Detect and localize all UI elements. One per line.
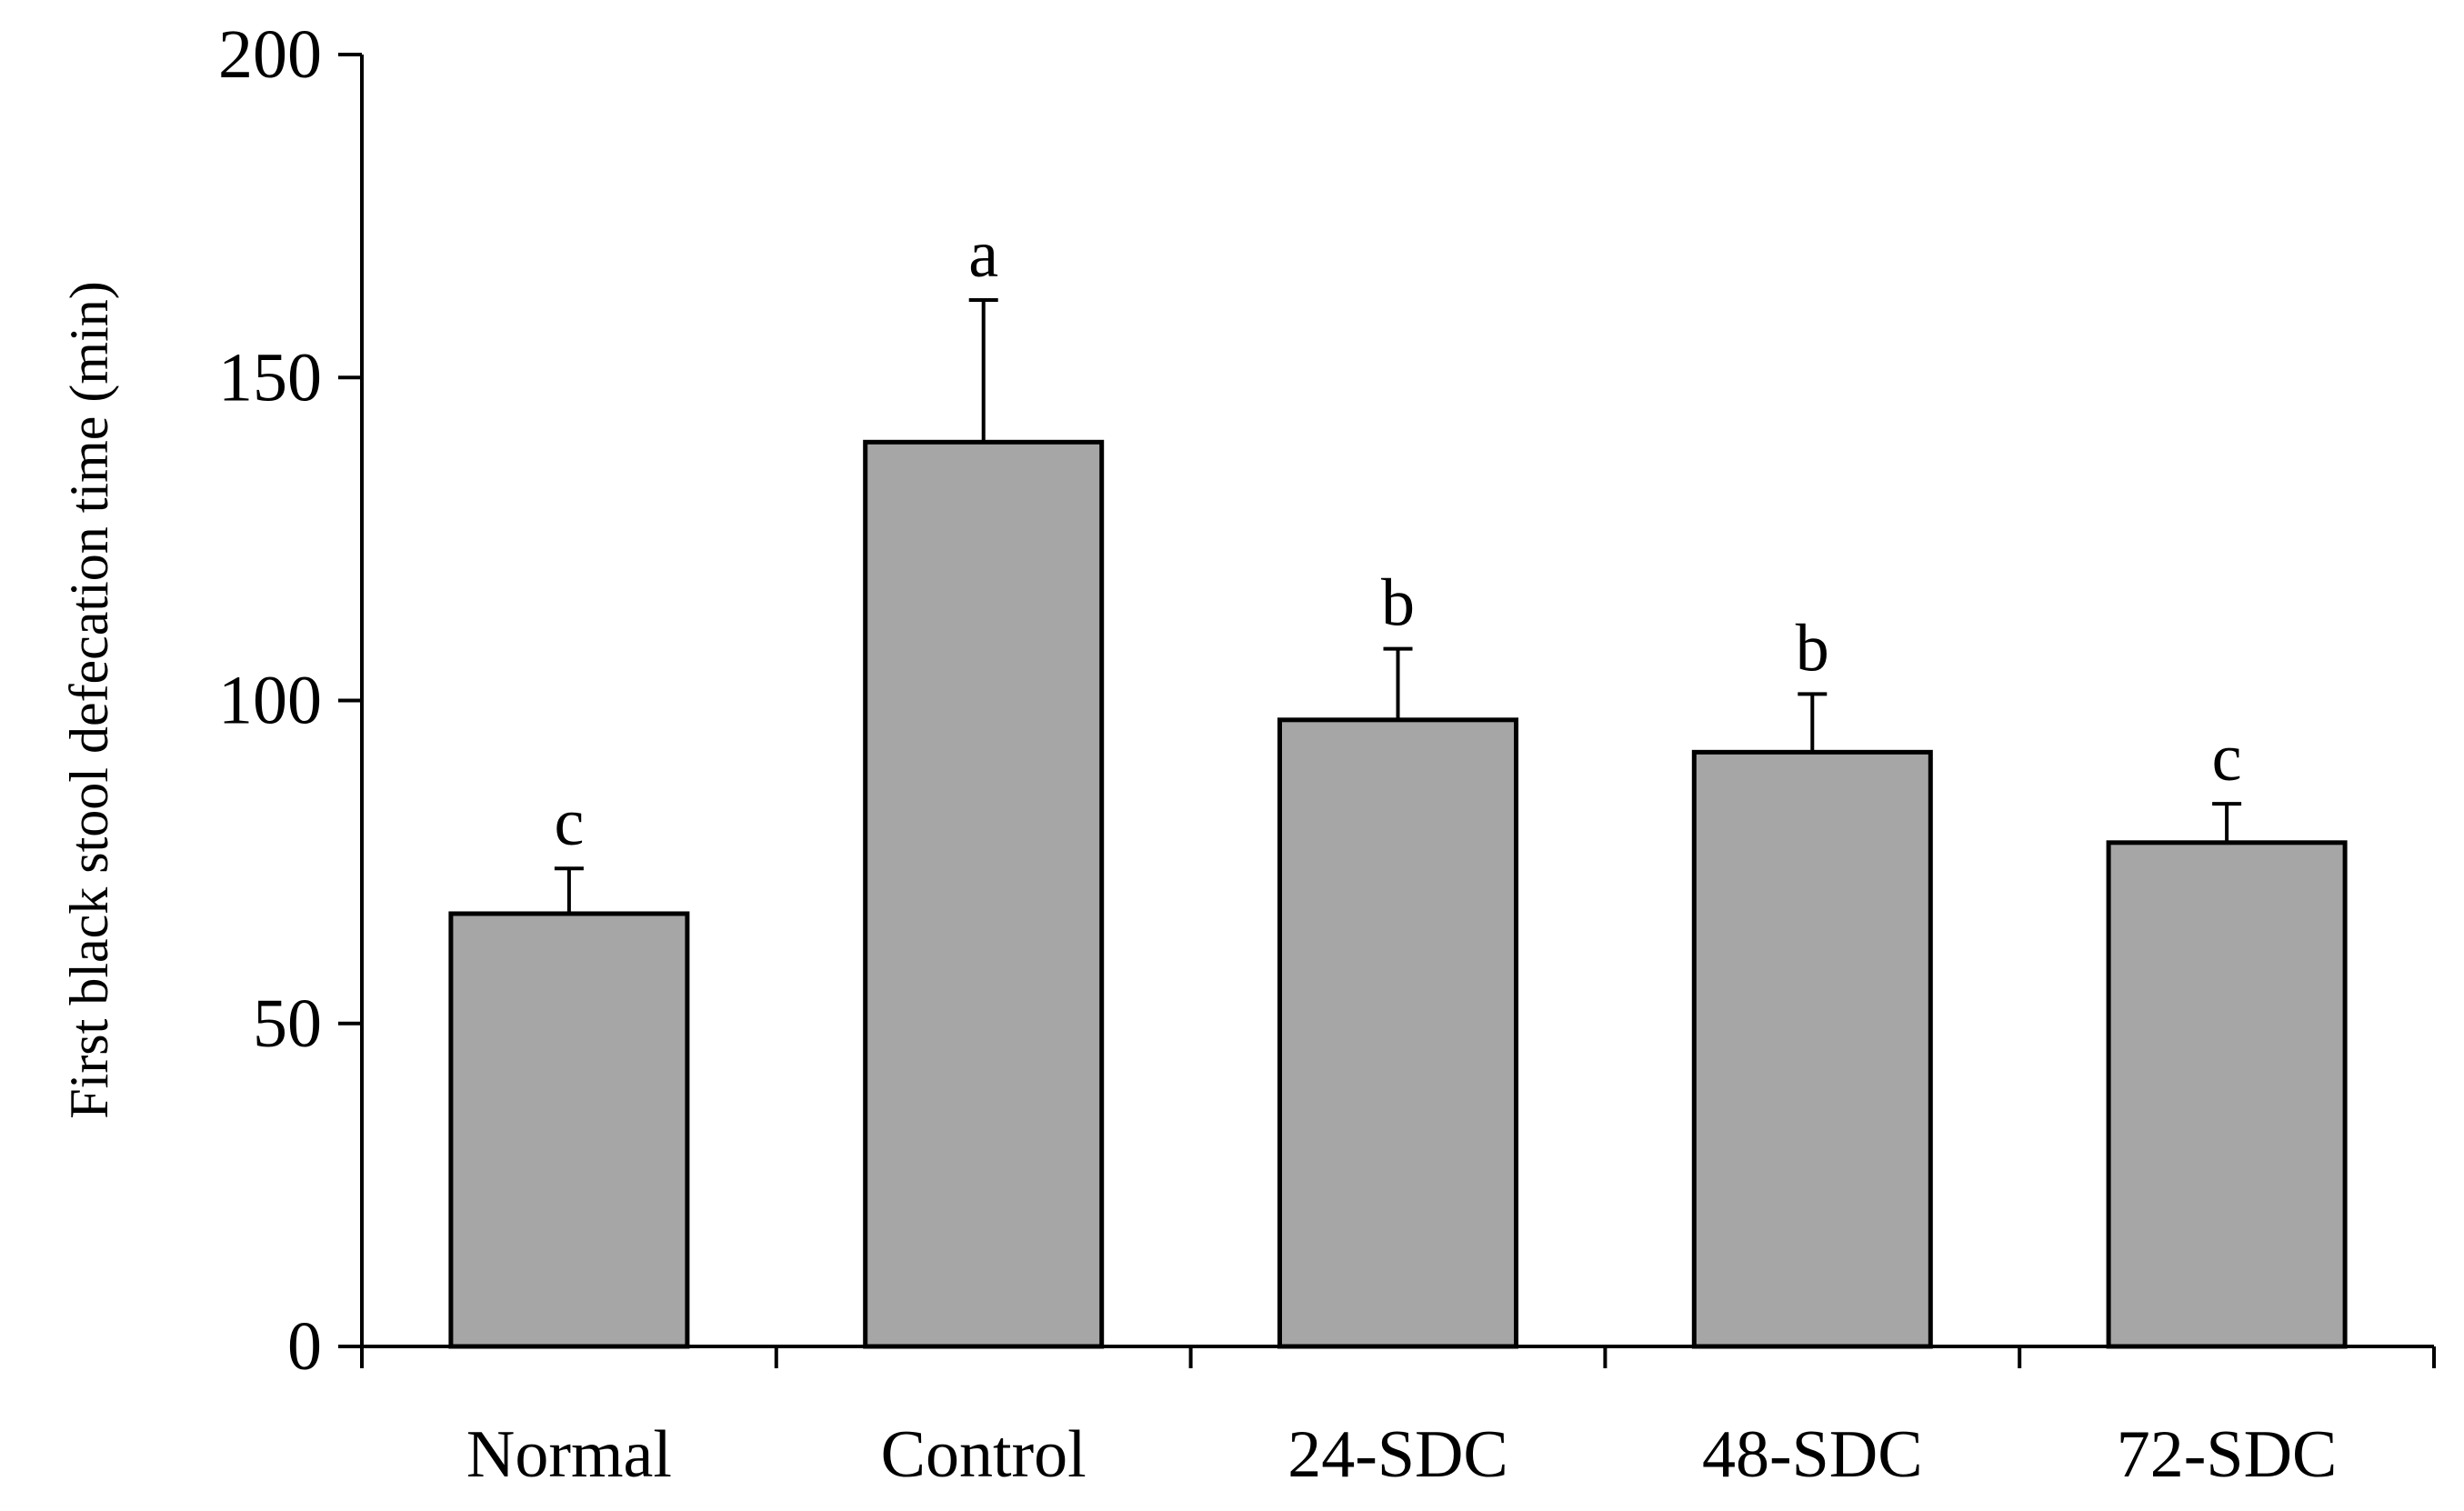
significance-letter: b <box>1796 611 1829 685</box>
x-axis-category-labels: Normal Control 24-SDC 48-SDC 72-SDC <box>466 1417 2338 1492</box>
x-category-label: 48-SDC <box>1702 1417 1923 1492</box>
bar-control <box>863 439 1105 1349</box>
x-category-label: 24-SDC <box>1287 1417 1508 1492</box>
error-bars <box>554 297 2242 914</box>
bar-24-sdc <box>1277 717 1518 1349</box>
x-axis-ticks <box>360 1346 2436 1368</box>
bar-normal <box>448 911 690 1349</box>
y-tick-label: 0 <box>287 1308 322 1385</box>
x-category-label: 72-SDC <box>2117 1417 2338 1492</box>
significance-letter: a <box>968 217 998 292</box>
significance-letters: c a b b c <box>554 217 2241 860</box>
y-tick-label: 200 <box>218 16 322 93</box>
y-axis-tick-labels: 0 50 100 150 200 <box>218 16 322 1385</box>
bar-48-sdc <box>1691 749 1933 1349</box>
significance-letter: c <box>554 786 584 860</box>
y-tick-label: 50 <box>253 986 322 1062</box>
x-category-label: Normal <box>466 1417 672 1492</box>
significance-letter: c <box>2212 721 2242 796</box>
x-category-label: Control <box>881 1417 1087 1492</box>
bar-72-sdc <box>2106 840 2348 1349</box>
y-tick-label: 100 <box>218 663 322 739</box>
y-tick-label: 150 <box>218 339 322 415</box>
y-axis-title: First black stool defecation time (min) <box>59 281 119 1118</box>
significance-letter: b <box>1381 566 1415 641</box>
y-axis-ticks <box>338 53 362 1348</box>
